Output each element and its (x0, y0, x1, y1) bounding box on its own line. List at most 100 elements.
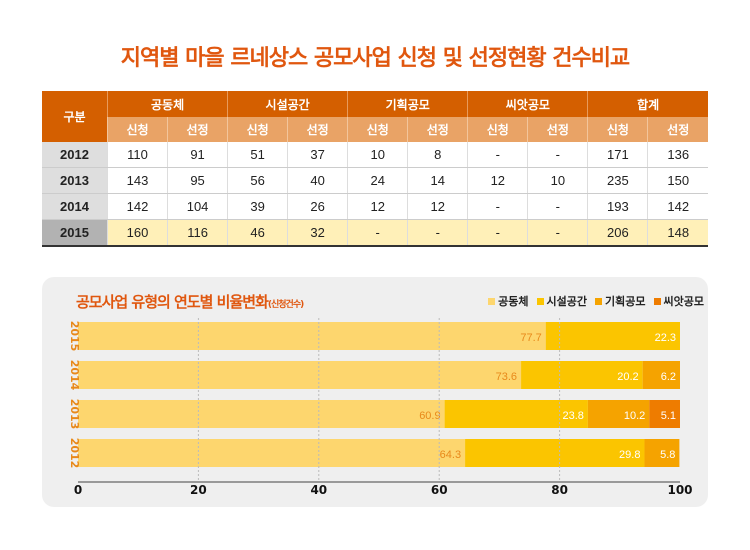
table-cell: 206 (587, 219, 648, 247)
bar-segment (78, 361, 522, 389)
subheader: 선정 (527, 117, 588, 142)
table-cell: 56 (227, 167, 288, 194)
table-cell: 171 (587, 142, 648, 168)
table-cell: 142 (647, 193, 708, 220)
table-cell: - (407, 219, 468, 247)
table-row: 2013 143 95 56 40 24 14 12 10 235 150 (42, 167, 708, 194)
comparison-table: 구분 공동체 시설공간 기획공모 씨앗공모 합계 신청 선정 신청 선정 신청 선정 신청 선… (42, 91, 708, 247)
data-label: 20.2 (617, 371, 638, 383)
subheader: 신청 (227, 117, 288, 142)
table-cell: 37 (287, 142, 348, 168)
table-cell: 110 (106, 142, 168, 168)
table-cell: 136 (647, 142, 708, 168)
table-cell: 160 (106, 219, 168, 247)
data-label: 29.8 (619, 449, 640, 461)
table-cell: 193 (587, 193, 648, 220)
data-label: 73.6 (496, 371, 517, 383)
bar-segment (642, 361, 680, 389)
subheader: 신청 (347, 117, 408, 142)
data-label: 6.2 (661, 371, 676, 383)
table-cell: - (467, 142, 528, 168)
table-cell: 95 (167, 167, 228, 194)
table-cell: 10 (347, 142, 408, 168)
table-cell: 12 (467, 167, 528, 194)
bar-segment (649, 400, 680, 428)
table-cell: 148 (647, 219, 708, 247)
x-tick-label: 60 (431, 483, 448, 497)
bar-segment (521, 361, 643, 389)
table-cell: - (467, 219, 528, 247)
table-cell: 235 (587, 167, 648, 194)
table-cell: 116 (167, 219, 228, 247)
table-cell: 14 (407, 167, 468, 194)
legend-swatch (488, 298, 496, 305)
header-group: 씨앗공모 (467, 91, 588, 117)
legend-label: 씨앗공모 (663, 295, 704, 308)
table-cell: - (527, 193, 588, 220)
category-label: 2015 (68, 321, 81, 352)
header-group: 기획공모 (347, 91, 468, 117)
table-row: 2014 142 104 39 26 12 12- -193 142 (42, 193, 708, 220)
chart-title-note: (신청건수) (267, 300, 304, 310)
table-cell: 39 (227, 193, 288, 220)
row-year: 2013 (42, 167, 108, 194)
table-cell: 26 (287, 193, 348, 220)
table-cell: - (467, 193, 528, 220)
bar-segment (644, 439, 680, 467)
legend-item: 공동체 (488, 293, 529, 309)
table-cell: 8 (407, 142, 468, 168)
data-label: 10.2 (624, 410, 645, 422)
table-cell: 40 (287, 167, 348, 194)
x-tick-label: 20 (190, 483, 207, 497)
row-year: 2014 (42, 193, 108, 220)
legend-label: 공동체 (498, 295, 529, 308)
bar-segment (545, 322, 680, 350)
data-label: 22.3 (655, 332, 676, 344)
header-category: 구분 (42, 91, 108, 142)
x-tick-label: 40 (310, 483, 327, 497)
category-label: 2014 (68, 360, 81, 391)
bar-segment (587, 400, 650, 428)
bar-segment (78, 400, 445, 428)
row-year: 2012 (42, 142, 108, 168)
data-label: 64.3 (440, 449, 461, 461)
row-year: 2015 (42, 219, 108, 247)
bar-segment (465, 439, 645, 467)
table-cell: 142 (106, 193, 168, 220)
data-label: 23.8 (562, 410, 583, 422)
table-cell: 104 (167, 193, 228, 220)
bar-segment (444, 400, 588, 428)
legend-label: 시설공간 (546, 295, 588, 308)
chart-panel (42, 277, 708, 507)
table-cell: - (527, 219, 588, 247)
table-cell: - (347, 219, 408, 247)
legend-item: 시설공간 (536, 293, 588, 309)
chart-title-text: 공모사업 유형의 연도별 비율변화 (76, 293, 269, 311)
subheader: 선정 (407, 117, 468, 142)
legend-swatch (595, 298, 603, 305)
legend-item: 씨앗공모 (653, 293, 704, 309)
table-cell: 12 (347, 193, 408, 220)
header-group: 공동체 (106, 91, 228, 117)
table-cell: 51 (227, 142, 288, 168)
data-label: 77.7 (520, 332, 541, 344)
x-tick-label: 0 (74, 483, 82, 497)
table-cell: 10 (527, 167, 588, 194)
subheader: 신청 (467, 117, 528, 142)
subheader: 신청 (587, 117, 648, 142)
legend-swatch (653, 298, 661, 305)
legend-item: 기획공모 (595, 293, 646, 309)
header-group: 합계 (587, 91, 708, 117)
page-title: 지역별 마을 르네상스 공모사업 신청 및 선정현황 건수비교 (120, 46, 630, 71)
subheader: 신청 (106, 117, 168, 142)
table-cell: 150 (647, 167, 708, 194)
subheader: 선정 (287, 117, 348, 142)
x-tick-label: 100 (667, 483, 692, 497)
category-label: 2013 (68, 399, 81, 430)
data-label: 60.9 (419, 410, 440, 422)
bar-segment (78, 439, 466, 467)
table-cell: 91 (167, 142, 228, 168)
table-row: 2015 160 116 46 32- - - -206 148 (42, 219, 708, 247)
x-tick-label: 80 (551, 483, 568, 497)
